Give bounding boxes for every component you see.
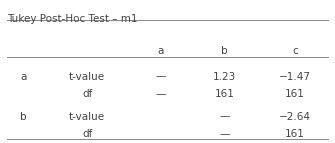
- Text: −2.64: −2.64: [279, 112, 311, 122]
- Text: 161: 161: [285, 129, 305, 139]
- Text: c: c: [292, 46, 298, 56]
- Text: t-value: t-value: [69, 112, 105, 122]
- Text: df: df: [82, 89, 92, 99]
- Text: —: —: [219, 112, 229, 122]
- Text: df: df: [82, 129, 92, 139]
- Text: a: a: [20, 72, 27, 82]
- Text: —: —: [219, 129, 229, 139]
- Text: 161: 161: [214, 89, 234, 99]
- Text: −1.47: −1.47: [279, 72, 311, 82]
- Text: Tukey Post-Hoc Test – m1: Tukey Post-Hoc Test – m1: [7, 14, 137, 24]
- Text: t-value: t-value: [69, 72, 105, 82]
- Text: —: —: [156, 72, 166, 82]
- Text: —: —: [156, 89, 166, 99]
- Text: 161: 161: [285, 89, 305, 99]
- Text: a: a: [157, 46, 164, 56]
- Text: 1.23: 1.23: [213, 72, 236, 82]
- Text: b: b: [20, 112, 27, 122]
- Text: b: b: [221, 46, 228, 56]
